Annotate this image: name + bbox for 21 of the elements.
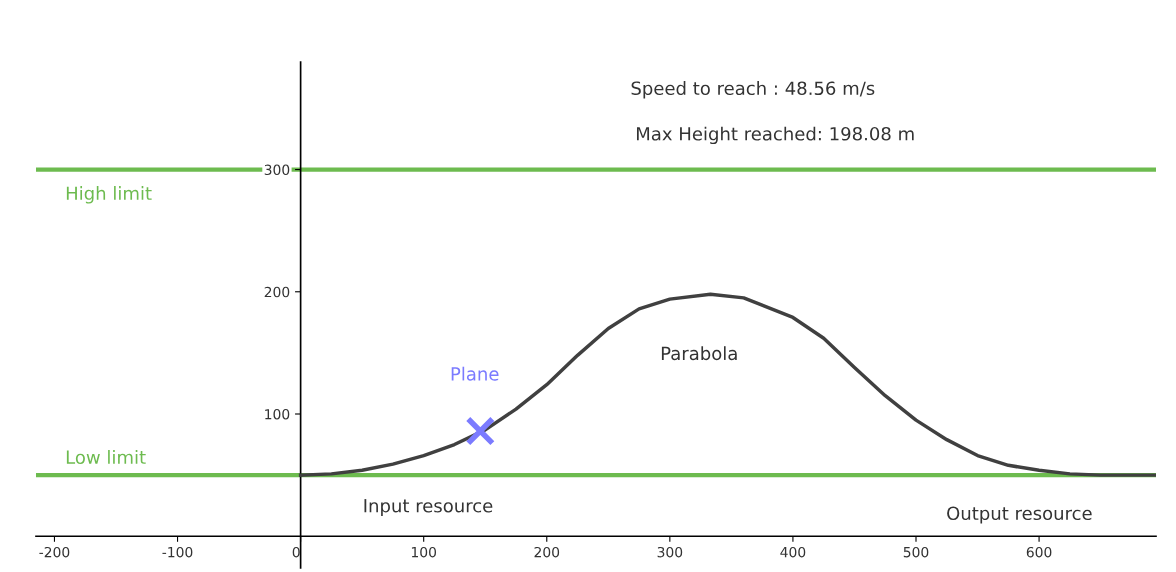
x-tick-label: 300 (657, 546, 683, 558)
x-tick-label: 200 (534, 546, 560, 558)
line-series (298, 292, 1156, 477)
y-tick-label: 200 (264, 286, 290, 298)
x-tick-label: 100 (411, 546, 437, 558)
y-tick-label: 300 (264, 164, 290, 176)
text: Parabola (661, 346, 737, 361)
y-tick-label: 100 (265, 408, 290, 420)
text: Plane (451, 366, 499, 381)
ref-line-label: Low limit (66, 450, 146, 465)
annotation: Input resource (364, 499, 493, 517)
x-tick-label: 400 (780, 546, 806, 558)
annotation: Max Height reached: 198.08 m (637, 126, 914, 145)
x-tick-label: 600 (1026, 546, 1052, 558)
annotation: Speed to reach : 48.56 m/s (631, 81, 875, 99)
x-tick-label: 500 (903, 546, 929, 558)
ref-line-label: High limit (66, 186, 152, 204)
annotation: Output resource (947, 506, 1092, 524)
x-tick-label: -200 (39, 546, 70, 558)
x-tick-label: 0 (292, 546, 300, 558)
x-tick-label: -100 (162, 546, 193, 558)
